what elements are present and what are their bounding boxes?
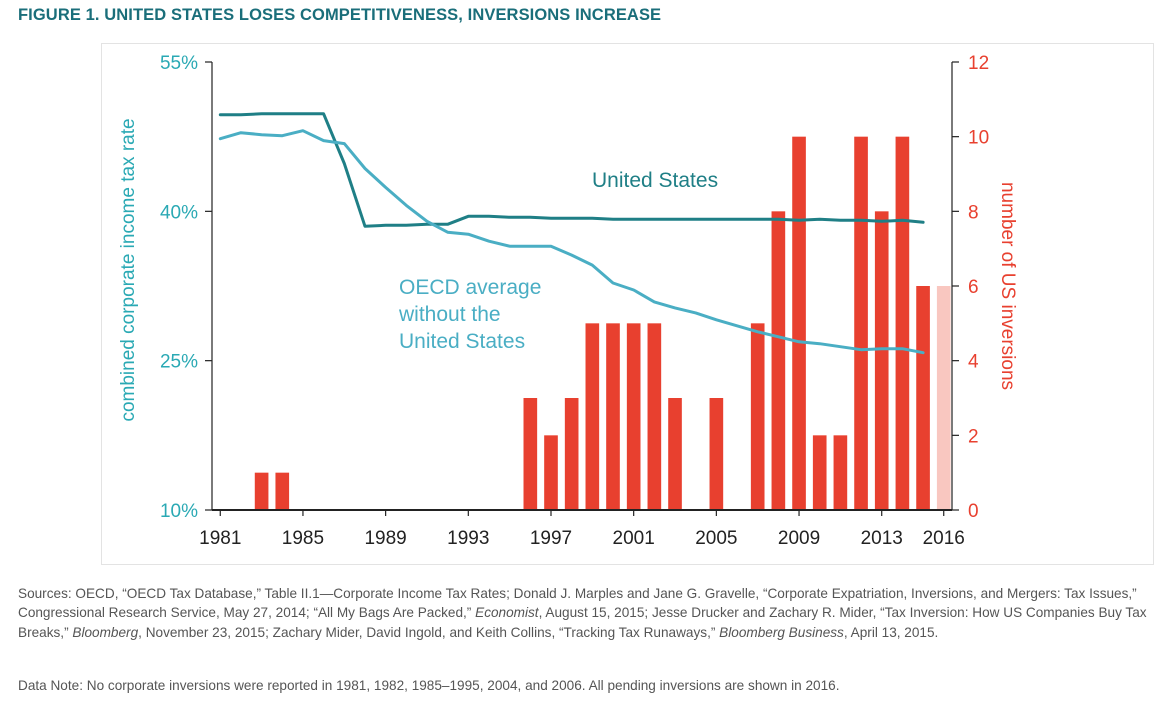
inversion-bar-2012 bbox=[854, 136, 868, 510]
oecd-series-annotation-line-2: without the bbox=[398, 303, 501, 326]
x-tick-label-2009: 2009 bbox=[778, 528, 820, 549]
inversion-bar-1984 bbox=[275, 472, 290, 510]
sources-text-2: , August 15, 2015; Jesse Drucker and Zac… bbox=[18, 605, 1147, 640]
inversion-bar-1996 bbox=[523, 398, 538, 510]
sources-italic-economist: Economist bbox=[475, 605, 539, 621]
x-tick-label-1985: 1985 bbox=[282, 528, 324, 549]
oecd-series-annotation-line-3: United States bbox=[399, 330, 525, 353]
x-tick-label-1981: 1981 bbox=[199, 528, 241, 549]
inversion-bar-2005 bbox=[709, 398, 724, 510]
sources-note: Sources: OECD, “OECD Tax Database,” Tabl… bbox=[18, 584, 1163, 642]
inversion-bar-2007 bbox=[750, 323, 765, 510]
sources-text-1: Sources: OECD, “OECD Tax Database,” Tabl… bbox=[18, 586, 1137, 621]
inversion-bar-2003 bbox=[668, 398, 682, 510]
oecd-tax-rate-line bbox=[218, 129, 925, 355]
inversion-bar-2009 bbox=[792, 136, 806, 510]
x-tick-label-2013: 2013 bbox=[861, 528, 903, 549]
x-tick-label-2005: 2005 bbox=[695, 528, 737, 549]
us-series-annotation: United States bbox=[592, 169, 718, 192]
left-tick-label-55: 55% bbox=[160, 53, 198, 74]
inversion-bar-1998 bbox=[564, 398, 579, 510]
inversion-bar-1999 bbox=[585, 323, 600, 510]
right-tick-label-4: 4 bbox=[968, 352, 979, 373]
left-tick-label-10: 10% bbox=[160, 501, 198, 522]
right-tick-label-10: 10 bbox=[968, 128, 989, 149]
x-tick-label-2001: 2001 bbox=[613, 528, 655, 549]
right-tick-label-6: 6 bbox=[968, 277, 979, 298]
inversion-bar-2000 bbox=[606, 323, 620, 510]
right-tick-label-12: 12 bbox=[968, 53, 989, 74]
inversion-bar-1997 bbox=[544, 435, 558, 510]
right-tick-label-0: 0 bbox=[968, 501, 979, 522]
left-axis-label: combined corporate income tax rate bbox=[118, 118, 139, 421]
us-tax-rate-line bbox=[218, 112, 925, 228]
sources-italic-bloomberg: Bloomberg bbox=[72, 624, 139, 640]
inversion-bar-2014 bbox=[895, 136, 910, 510]
right-tick-label-2: 2 bbox=[968, 426, 979, 447]
x-tick-label-2016: 2016 bbox=[923, 528, 965, 549]
oecd-series-annotation-line-1: OECD average bbox=[399, 276, 541, 299]
inversion-bar-2002 bbox=[647, 323, 662, 510]
sources-italic-bloomberg-business: Bloomberg Business bbox=[719, 624, 844, 640]
axes-layer: 10% 25% 40% 55% 0 2 4 6 8 10 12 1981 1985 1989 1993 199… bbox=[160, 53, 989, 549]
inversion-bar-2013 bbox=[874, 211, 889, 511]
figure-title: FIGURE 1. UNITED STATES LOSES COMPETITIV… bbox=[18, 6, 662, 24]
bars-layer bbox=[254, 136, 951, 511]
data-note: Data Note: No corporate inversions were … bbox=[18, 678, 840, 693]
left-tick-label-40: 40% bbox=[160, 202, 198, 223]
inversion-bar-2001 bbox=[626, 323, 641, 510]
right-axis-label: number of US inversions bbox=[997, 182, 1018, 390]
inversion-bar-2015 bbox=[916, 286, 930, 510]
x-tick-label-1993: 1993 bbox=[447, 528, 489, 549]
left-tick-label-25: 25% bbox=[160, 352, 198, 373]
lines-layer bbox=[218, 112, 925, 355]
inversion-bar-2016 bbox=[936, 286, 951, 510]
x-tick-label-1989: 1989 bbox=[364, 528, 406, 549]
x-tick-label-1997: 1997 bbox=[530, 528, 572, 549]
chart-svg: 10% 25% 40% 55% 0 2 4 6 8 10 12 1981 1985 1989 1993 199… bbox=[118, 53, 1018, 549]
inversion-bar-2010 bbox=[812, 435, 827, 510]
inversion-bar-2008 bbox=[771, 211, 786, 511]
right-tick-label-8: 8 bbox=[968, 202, 979, 223]
sources-text-4: , April 13, 2015. bbox=[843, 624, 939, 640]
inversion-bar-2011 bbox=[833, 435, 848, 510]
sources-text-3: , November 23, 2015; Zachary Mider, Davi… bbox=[138, 624, 720, 640]
inversion-bar-1983 bbox=[254, 472, 269, 510]
